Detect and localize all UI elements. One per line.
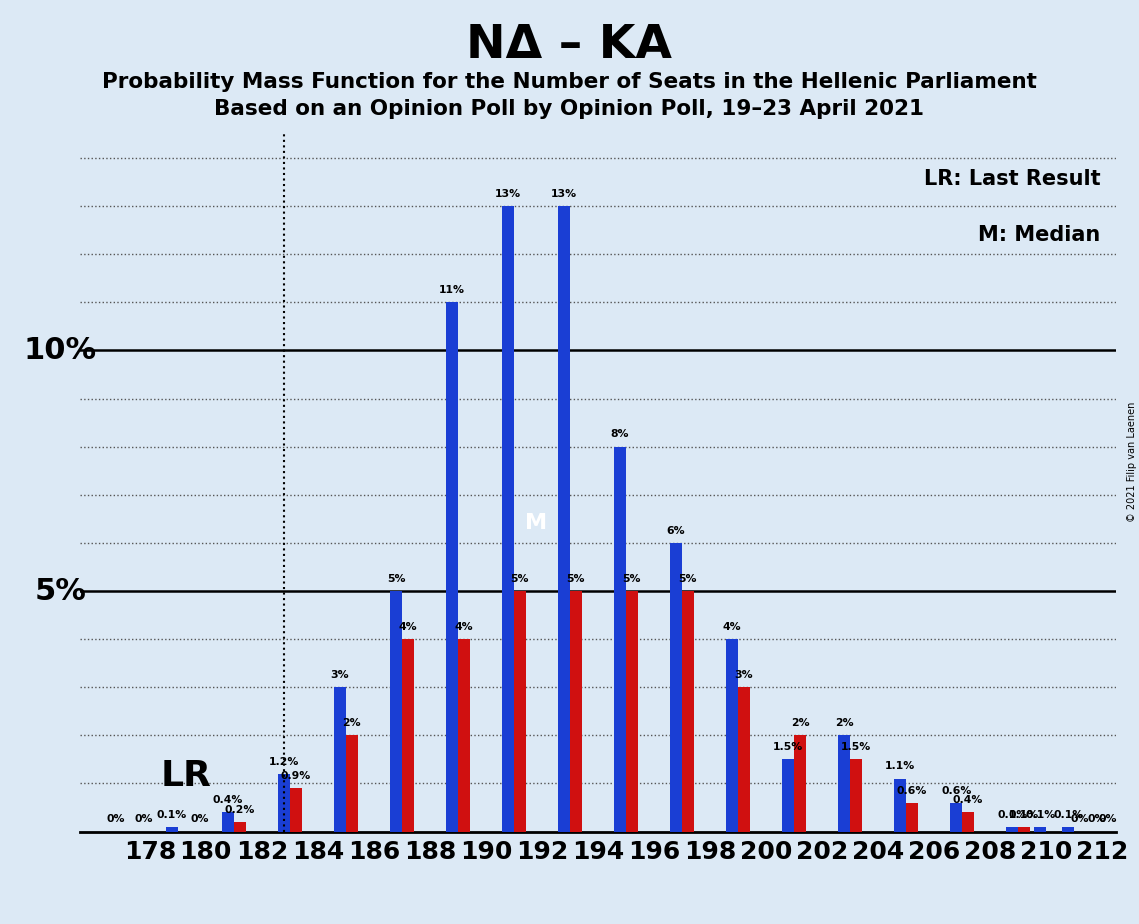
- Text: 1.1%: 1.1%: [885, 761, 916, 772]
- Text: 2%: 2%: [790, 718, 810, 728]
- Text: 0.9%: 0.9%: [280, 772, 311, 781]
- Text: M: Median: M: Median: [978, 225, 1100, 245]
- Bar: [289, 788, 302, 832]
- Bar: [166, 827, 178, 832]
- Text: 8%: 8%: [611, 430, 630, 440]
- Text: 13%: 13%: [551, 188, 577, 199]
- Text: 0.1%: 0.1%: [1025, 809, 1056, 820]
- Text: 0.1%: 0.1%: [1054, 809, 1083, 820]
- Bar: [962, 812, 974, 832]
- Bar: [782, 760, 794, 832]
- Bar: [1007, 827, 1018, 832]
- Bar: [278, 774, 289, 832]
- Bar: [738, 687, 749, 832]
- Bar: [334, 687, 346, 832]
- Bar: [907, 803, 918, 832]
- Bar: [1034, 827, 1047, 832]
- Bar: [458, 639, 469, 832]
- Text: 6%: 6%: [666, 526, 686, 536]
- Text: 1.2%: 1.2%: [269, 757, 300, 767]
- Text: 1.5%: 1.5%: [841, 742, 871, 752]
- Text: 1.5%: 1.5%: [773, 742, 803, 752]
- Text: 0%: 0%: [190, 814, 210, 824]
- Text: 0.4%: 0.4%: [213, 796, 243, 805]
- Bar: [346, 736, 358, 832]
- Text: 10%: 10%: [24, 336, 97, 365]
- Text: LR: LR: [161, 760, 212, 793]
- Text: 0%: 0%: [1099, 814, 1117, 824]
- Text: 3%: 3%: [330, 670, 350, 680]
- Bar: [1063, 827, 1074, 832]
- Text: 0.6%: 0.6%: [896, 785, 927, 796]
- Bar: [222, 812, 233, 832]
- Text: 0.1%: 0.1%: [1009, 809, 1039, 820]
- Bar: [838, 736, 850, 832]
- Bar: [502, 206, 514, 832]
- Text: 5%: 5%: [510, 574, 530, 584]
- Bar: [514, 591, 526, 832]
- Text: 0.4%: 0.4%: [953, 796, 983, 805]
- Text: 2%: 2%: [835, 718, 853, 728]
- Bar: [570, 591, 582, 832]
- Text: 0.2%: 0.2%: [224, 805, 255, 815]
- Bar: [794, 736, 805, 832]
- Bar: [727, 639, 738, 832]
- Text: 4%: 4%: [399, 622, 417, 632]
- Bar: [446, 302, 458, 832]
- Text: 0%: 0%: [107, 814, 125, 824]
- Text: 11%: 11%: [439, 286, 465, 295]
- Bar: [850, 760, 862, 832]
- Text: NΔ – KA: NΔ – KA: [467, 23, 672, 68]
- Text: 0%: 0%: [1087, 814, 1106, 824]
- Text: 5%: 5%: [387, 574, 405, 584]
- Bar: [558, 206, 570, 832]
- Text: 5%: 5%: [566, 574, 585, 584]
- Text: 2%: 2%: [343, 718, 361, 728]
- Text: Based on an Opinion Poll by Opinion Poll, 19–23 April 2021: Based on an Opinion Poll by Opinion Poll…: [214, 99, 925, 119]
- Text: 3%: 3%: [735, 670, 753, 680]
- Text: 0.6%: 0.6%: [941, 785, 972, 796]
- Text: 4%: 4%: [454, 622, 473, 632]
- Text: 13%: 13%: [495, 188, 522, 199]
- Bar: [950, 803, 962, 832]
- Text: 0.1%: 0.1%: [157, 809, 187, 820]
- Bar: [402, 639, 413, 832]
- Text: 0%: 0%: [134, 814, 153, 824]
- Text: 0%: 0%: [1071, 814, 1089, 824]
- Bar: [670, 543, 682, 832]
- Text: M: M: [525, 514, 547, 533]
- Bar: [626, 591, 638, 832]
- Bar: [894, 779, 907, 832]
- Text: 5%: 5%: [679, 574, 697, 584]
- Text: © 2021 Filip van Laenen: © 2021 Filip van Laenen: [1126, 402, 1137, 522]
- Text: Probability Mass Function for the Number of Seats in the Hellenic Parliament: Probability Mass Function for the Number…: [103, 72, 1036, 92]
- Text: 4%: 4%: [723, 622, 741, 632]
- Text: 5%: 5%: [34, 577, 87, 605]
- Text: 5%: 5%: [623, 574, 641, 584]
- Bar: [682, 591, 694, 832]
- Bar: [391, 591, 402, 832]
- Text: 0.1%: 0.1%: [997, 809, 1027, 820]
- Text: LR: Last Result: LR: Last Result: [924, 169, 1100, 188]
- Bar: [614, 446, 626, 832]
- Bar: [233, 822, 246, 832]
- Bar: [1018, 827, 1030, 832]
